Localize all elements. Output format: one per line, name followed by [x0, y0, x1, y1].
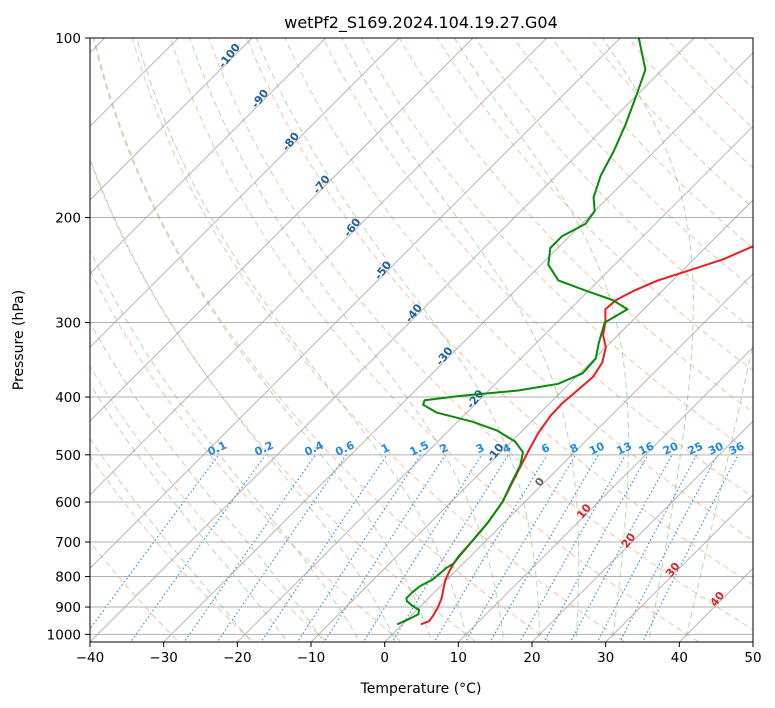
mixing-ratio-line: [596, 454, 698, 642]
mixing-ratio-line: [519, 454, 627, 642]
isotherm-line: [90, 38, 548, 496]
dry-adiabat: [93, 38, 552, 642]
x-tick-label: −20: [223, 650, 252, 666]
mixing-ratio-label: 13: [615, 440, 634, 458]
y-tick-label: 500: [55, 448, 81, 464]
y-tick-label: 600: [55, 495, 81, 511]
mixing-ratio-line: [129, 454, 267, 642]
x-axis-title: Temperature (°C): [360, 681, 482, 697]
x-tick-label: −40: [76, 650, 105, 666]
isotherm-line: [604, 493, 753, 642]
y-tick-label: 400: [55, 390, 81, 406]
mixing-ratio-line: [569, 454, 673, 642]
isotherm-line: [383, 272, 753, 642]
y-tick-label: 300: [55, 316, 81, 332]
chart-title: wetPf2_S169.2024.104.19.27.G04: [284, 13, 558, 33]
x-axis: −40 −30 −20 −10 0 10 20 30 40 50: [76, 642, 762, 666]
y-axis-title: Pressure (hPa): [11, 290, 27, 390]
moist-adiabat: [90, 321, 325, 642]
moist-adiabat: [90, 248, 361, 642]
moist-adiabat: [92, 38, 433, 642]
isotherm-line: [90, 38, 253, 201]
isotherm-grid: [90, 38, 753, 642]
moist-adiabat: [136, 38, 469, 642]
dry-adiabat: [90, 268, 403, 642]
mixing-ratio-line: [464, 454, 577, 642]
moist-adiabat: [602, 38, 694, 642]
dry-adiabat: [589, 38, 753, 209]
dry-adiabat: [322, 38, 753, 498]
plot-background: [90, 38, 753, 642]
moist-adiabat: [453, 38, 629, 642]
y-tick-label: 800: [55, 570, 81, 586]
sounding-profiles: [396, 38, 753, 626]
moist-adiabat: [189, 38, 505, 642]
mixing-ratio-label: 20: [661, 439, 681, 457]
isotherm-line: [162, 51, 753, 642]
mixing-ratio-label: 25: [686, 440, 705, 458]
mixing-ratio-line: [433, 454, 548, 642]
dry-adiabat: [90, 365, 329, 642]
y-tick-label: 700: [55, 535, 81, 551]
dry-adiabat: [208, 38, 753, 631]
y-axis: 100 200 300 400 500 600 700 800 900 1000: [47, 31, 90, 643]
isotherm-line: [90, 38, 474, 422]
moist-adiabats: [90, 38, 753, 642]
y-tick-label: 1000: [47, 627, 81, 643]
moist-adiabat: [90, 157, 397, 642]
dry-adiabat: [90, 159, 477, 642]
dry-adiabat: [551, 38, 753, 249]
isotherm-line: [90, 38, 327, 275]
isotherm-line: [531, 420, 753, 642]
x-tick-label: 20: [523, 650, 540, 666]
mixing-ratio-line: [183, 454, 316, 642]
mixing-ratio-line: [260, 454, 388, 642]
moist-adiabat: [90, 382, 289, 642]
mixing-ratio-line: [391, 454, 509, 642]
y-tick-label: 100: [55, 31, 81, 47]
y-tick-label: 200: [55, 211, 81, 227]
dry-adiabat: [131, 38, 626, 642]
mixing-ratio-line: [619, 454, 718, 642]
dry-adiabat: [284, 38, 753, 542]
moist-adiabat: [684, 340, 753, 642]
mixing-ratio-line: [216, 454, 347, 642]
x-tick-label: 50: [744, 650, 761, 666]
moist-adiabat: [255, 38, 541, 642]
x-tick-label: −30: [149, 650, 178, 666]
isotherm-line: [457, 346, 753, 642]
dry-adiabat: [246, 38, 753, 586]
isotherm-line: [310, 199, 753, 642]
dry-adiabat: [90, 455, 254, 642]
y-tick-label: 900: [55, 600, 81, 616]
dry-adiabat: [436, 38, 753, 372]
dewpoint-profile: [396, 38, 647, 626]
mixing-ratio-line: [362, 454, 483, 642]
moist-adiabat: [341, 38, 580, 642]
isotherm-line: [90, 38, 695, 642]
pressure-grid: [90, 217, 753, 635]
isotherm-line: [236, 125, 753, 642]
mixing-ratio-label: 10: [587, 439, 607, 457]
temperature-profile: [420, 245, 753, 626]
mixing-ratio-label: 36: [727, 439, 747, 457]
x-tick-label: 10: [450, 650, 467, 666]
plot-frame: [89, 37, 754, 643]
x-tick-label: −10: [297, 650, 326, 666]
x-tick-label: 40: [671, 650, 688, 666]
mixing-ratio-label: 30: [706, 439, 726, 457]
x-tick-label: 30: [597, 650, 614, 666]
mixing-ratio-label: 16: [637, 439, 657, 457]
isotherm-line: [90, 38, 622, 570]
moist-adiabat: [90, 437, 252, 642]
isotherm-line: [90, 38, 401, 349]
x-tick-label: 0: [380, 650, 389, 666]
mixing-ratio-line: [489, 454, 599, 642]
